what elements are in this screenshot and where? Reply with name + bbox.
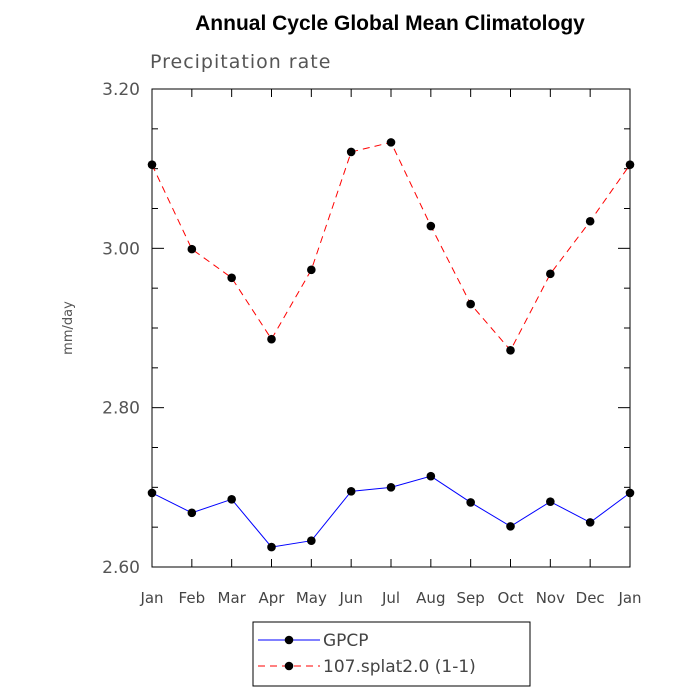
series-line-2	[151, 141, 631, 352]
data-point	[546, 497, 555, 506]
x-tick-label: Mar	[218, 589, 247, 607]
data-point	[307, 265, 316, 275]
y-tick-label: 3.00	[102, 239, 140, 259]
x-tick-label: Jun	[338, 589, 362, 607]
x-tick-label: Nov	[536, 589, 565, 607]
data-point	[227, 273, 236, 283]
chart-title: Annual Cycle Global Mean Climatology	[195, 12, 585, 35]
data-point	[466, 299, 475, 309]
plot-frame	[151, 88, 631, 568]
legend-marker	[284, 661, 294, 671]
x-tick-label: Jul	[381, 589, 400, 607]
data-point	[147, 160, 157, 169]
data-point	[267, 334, 276, 344]
plot-area	[147, 88, 635, 568]
data-point	[267, 542, 276, 552]
chart-subtitle: Precipitation rate	[150, 51, 331, 73]
data-point	[585, 216, 595, 226]
data-point	[147, 488, 157, 498]
data-point	[187, 508, 197, 518]
legend: GPCP 107.splat2.0 (1-1)	[252, 621, 531, 687]
x-tick-label: Dec	[576, 589, 605, 607]
y-tick-label: 3.20	[102, 80, 140, 100]
data-point	[386, 138, 396, 147]
data-point	[546, 269, 555, 279]
legend-label: GPCP	[323, 631, 369, 651]
x-tick-label: Jan	[617, 589, 641, 607]
x-tick-label: Jan	[139, 589, 163, 607]
data-point	[386, 483, 396, 492]
x-tick-label: Aug	[416, 589, 445, 607]
legend-box	[252, 621, 531, 687]
x-tick-label: Sep	[457, 589, 485, 607]
y-tick-label: 2.60	[102, 558, 140, 578]
data-point	[346, 487, 356, 496]
x-tick-label: Apr	[259, 589, 286, 607]
y-tick-label: 2.80	[102, 399, 140, 419]
data-point	[426, 471, 436, 481]
data-point	[585, 518, 595, 527]
x-tick-label: May	[296, 589, 327, 607]
data-point	[307, 536, 316, 546]
data-point	[227, 494, 236, 504]
y-axis-label: mm/day	[61, 301, 76, 355]
data-point	[466, 498, 475, 507]
data-point	[187, 244, 197, 254]
data-point	[426, 221, 436, 231]
legend-marker	[284, 635, 294, 645]
data-point	[506, 346, 515, 355]
data-point	[506, 522, 515, 531]
data-point	[625, 488, 635, 498]
data-point	[625, 160, 635, 169]
x-tick-label: Oct	[498, 589, 524, 607]
data-point	[346, 147, 356, 157]
x-tick-label: Feb	[179, 589, 206, 607]
legend-label: 107.splat2.0 (1-1)	[323, 657, 476, 677]
